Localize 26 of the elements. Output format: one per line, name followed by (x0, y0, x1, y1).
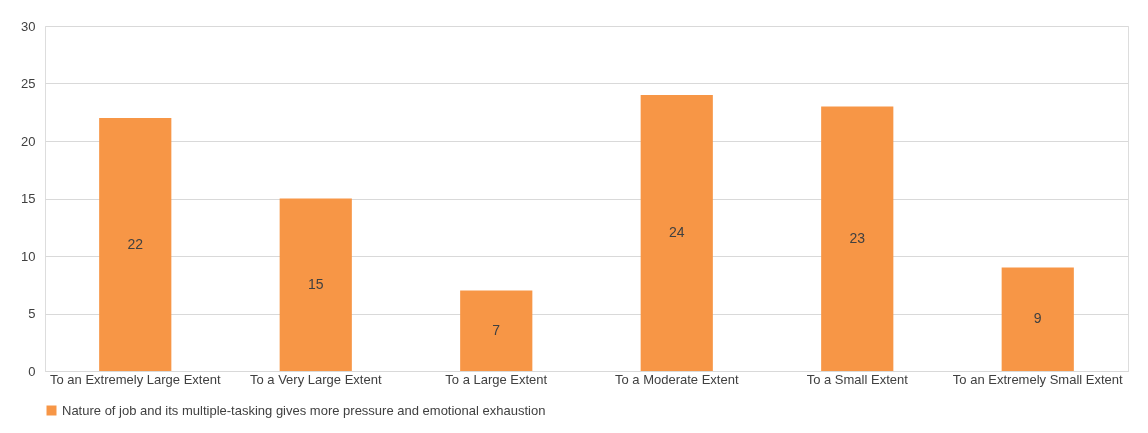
x-tick-label: To a Small Extent (806, 371, 909, 387)
data-label: 7 (492, 321, 501, 338)
x-tick-label: To a Moderate Extent (614, 371, 739, 387)
data-label: 22 (127, 235, 144, 252)
x-tick-label: To an Extremely Small Extent (952, 371, 1124, 387)
bar (640, 95, 713, 371)
y-tick-label: 25 (21, 76, 36, 91)
bar (279, 198, 352, 371)
y-tick-label: 0 (28, 363, 36, 379)
y-tick-label: 20 (21, 133, 36, 149)
y-tick-label: 5 (28, 306, 36, 321)
bar (1001, 267, 1074, 371)
y-tick-label: 15 (21, 191, 36, 206)
data-label: 9 (1033, 310, 1042, 327)
x-tick-label: To a Very Large Extent (249, 371, 382, 387)
legend-label: Nature of job and its multiple-tasking gives more pressure and emotional exhaustion (62, 402, 546, 418)
bar (460, 290, 533, 371)
data-label: 24 (668, 224, 685, 240)
x-tick-label: To a Large Extent (445, 371, 548, 387)
x-tick-label: To an Extremely Large Extent (49, 371, 221, 387)
data-label: 15 (307, 275, 324, 292)
bar (99, 118, 172, 371)
y-tick-label: 30 (21, 18, 36, 34)
y-tick-label: 10 (21, 248, 36, 264)
bar (821, 106, 894, 371)
data-label: 23 (849, 229, 866, 246)
